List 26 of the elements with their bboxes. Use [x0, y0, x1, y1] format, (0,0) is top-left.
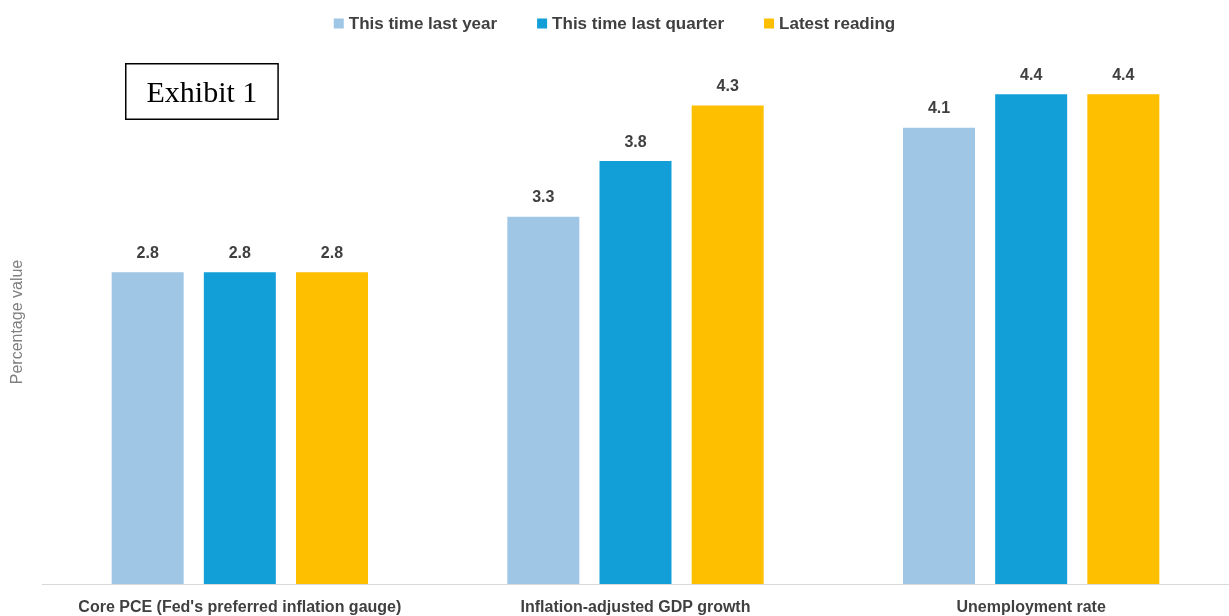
bar: [203, 272, 276, 584]
bar: [295, 272, 368, 584]
data-label: 2.8: [320, 243, 344, 261]
x-tick-label: Core PCE (Fed's preferred inflation gauge): [78, 597, 402, 615]
bar: [599, 161, 672, 584]
x-tick-label: Unemployment rate: [956, 597, 1106, 615]
data-label: 4.3: [716, 76, 739, 94]
legend-label: Latest reading: [779, 14, 896, 33]
data-label: 4.4: [1020, 65, 1043, 83]
annotation: Exhibit 1: [146, 75, 258, 108]
data-label: 2.8: [136, 243, 159, 261]
bar: [111, 272, 184, 584]
bar: [995, 94, 1068, 584]
legend-label: This time last quarter: [552, 14, 725, 33]
legend-label: This time last year: [348, 14, 498, 33]
x-tick-label: Inflation-adjusted GDP growth: [520, 597, 751, 615]
y-axis-title: Percentage value: [7, 259, 25, 385]
bar: [1087, 94, 1160, 584]
bar: [507, 216, 580, 584]
bar: [691, 105, 764, 584]
data-label: 3.3: [532, 188, 555, 206]
data-label: 3.8: [624, 132, 647, 150]
data-label: 4.1: [927, 99, 951, 117]
bar: [903, 127, 976, 584]
data-label: 4.4: [1112, 65, 1135, 83]
data-label: 2.8: [228, 243, 252, 261]
